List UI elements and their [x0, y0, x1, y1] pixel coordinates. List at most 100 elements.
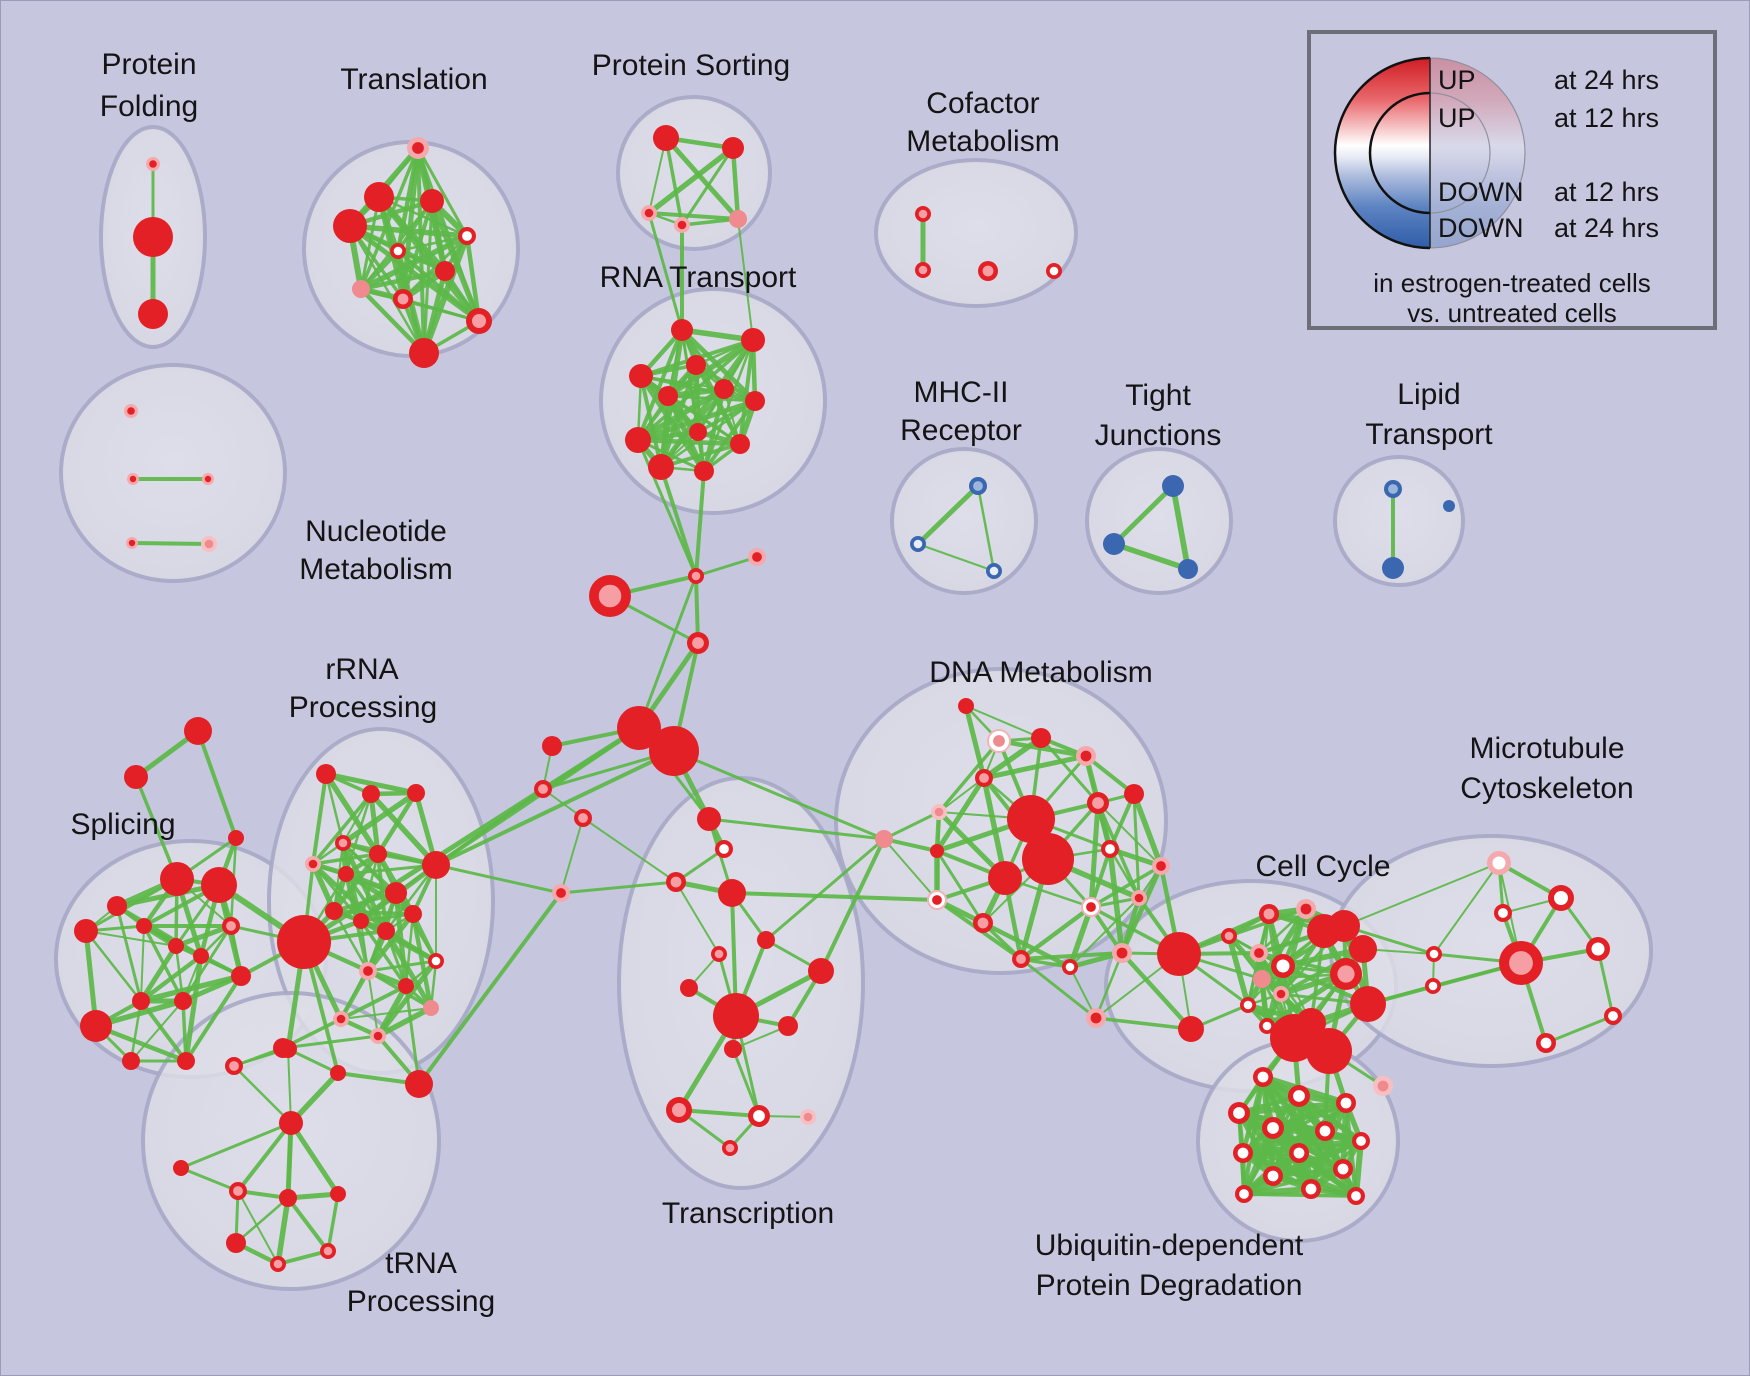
- network-node[interactable]: [1031, 728, 1051, 748]
- network-node[interactable]: [958, 698, 974, 714]
- network-edge: [635, 386, 727, 443]
- network-node[interactable]: [671, 319, 693, 341]
- network-node[interactable]: [694, 461, 714, 481]
- network-node[interactable]: [132, 992, 150, 1010]
- network-node[interactable]: [1178, 559, 1198, 579]
- network-node[interactable]: [423, 1000, 439, 1016]
- network-node[interactable]: [330, 1065, 346, 1081]
- network-node[interactable]: [1022, 833, 1074, 885]
- network-node[interactable]: [136, 918, 152, 934]
- network-node[interactable]: [174, 992, 192, 1010]
- network-node[interactable]: [680, 979, 698, 997]
- network-edge: [938, 777, 985, 813]
- network-node[interactable]: [1124, 784, 1144, 804]
- network-node[interactable]: [231, 966, 251, 986]
- network-node[interactable]: [1253, 970, 1271, 988]
- network-node[interactable]: [279, 1040, 297, 1058]
- network-node[interactable]: [1178, 1016, 1204, 1042]
- network-node[interactable]: [124, 765, 148, 789]
- network-node[interactable]: [133, 217, 173, 257]
- network-node[interactable]: [377, 922, 395, 940]
- network-node[interactable]: [409, 338, 439, 368]
- network-node[interactable]: [729, 210, 747, 228]
- network-node[interactable]: [333, 209, 367, 243]
- network-node[interactable]: [226, 1233, 246, 1253]
- network-node[interactable]: [778, 1016, 798, 1036]
- network-edge: [707, 817, 886, 841]
- network-node[interactable]: [338, 866, 354, 882]
- network-node[interactable]: [74, 919, 98, 943]
- network-node[interactable]: [398, 978, 414, 994]
- network-node[interactable]: [1162, 475, 1184, 497]
- network-node[interactable]: [407, 784, 425, 802]
- network-node[interactable]: [653, 125, 679, 151]
- network-node[interactable]: [325, 902, 343, 920]
- network-node[interactable]: [697, 807, 721, 831]
- network-node[interactable]: [330, 1186, 346, 1202]
- network-node[interactable]: [201, 867, 237, 903]
- network-node[interactable]: [658, 386, 678, 406]
- network-node[interactable]: [385, 882, 407, 904]
- network-node[interactable]: [1349, 935, 1377, 963]
- network-node[interactable]: [629, 364, 653, 388]
- network-node[interactable]: [405, 1070, 433, 1098]
- network-node[interactable]: [1306, 1028, 1352, 1074]
- network-node[interactable]: [352, 280, 370, 298]
- network-node[interactable]: [364, 182, 394, 212]
- network-node[interactable]: [686, 355, 706, 375]
- network-node[interactable]: [648, 454, 674, 480]
- network-node-core: [644, 208, 654, 218]
- network-node[interactable]: [168, 938, 184, 954]
- network-node[interactable]: [745, 391, 765, 411]
- network-node[interactable]: [316, 764, 336, 784]
- network-node[interactable]: [930, 844, 944, 858]
- cluster-label-trna-processing: tRNA: [385, 1247, 457, 1280]
- network-node[interactable]: [277, 915, 331, 969]
- network-node[interactable]: [730, 434, 750, 454]
- network-node[interactable]: [138, 299, 168, 329]
- network-node[interactable]: [713, 993, 759, 1039]
- network-node[interactable]: [369, 845, 387, 863]
- network-node[interactable]: [193, 948, 209, 964]
- network-node[interactable]: [1270, 1014, 1318, 1062]
- network-node[interactable]: [741, 328, 765, 352]
- network-node[interactable]: [435, 261, 455, 281]
- network-node[interactable]: [107, 896, 127, 916]
- network-node[interactable]: [362, 785, 380, 803]
- network-node[interactable]: [422, 851, 450, 879]
- network-node[interactable]: [757, 931, 775, 949]
- network-node[interactable]: [718, 879, 746, 907]
- network-node[interactable]: [625, 427, 651, 453]
- network-node[interactable]: [988, 861, 1022, 895]
- network-node[interactable]: [714, 379, 734, 399]
- network-node[interactable]: [1443, 500, 1455, 512]
- network-node[interactable]: [875, 830, 893, 848]
- network-node[interactable]: [649, 726, 699, 776]
- network-node[interactable]: [1157, 932, 1201, 976]
- network-node[interactable]: [353, 913, 369, 929]
- network-node[interactable]: [177, 1052, 195, 1070]
- network-node-core: [1356, 1136, 1366, 1146]
- network-node[interactable]: [1103, 533, 1125, 555]
- network-node[interactable]: [228, 830, 244, 846]
- network-node[interactable]: [808, 958, 834, 984]
- network-node[interactable]: [420, 189, 444, 213]
- network-node[interactable]: [722, 137, 744, 159]
- network-node[interactable]: [1328, 910, 1360, 942]
- network-node[interactable]: [80, 1010, 112, 1042]
- network-node[interactable]: [617, 706, 661, 750]
- network-node[interactable]: [404, 905, 422, 923]
- network-node[interactable]: [1382, 557, 1404, 579]
- network-node[interactable]: [689, 423, 707, 441]
- network-node[interactable]: [724, 1040, 742, 1058]
- network-node[interactable]: [160, 862, 194, 896]
- network-node[interactable]: [122, 1052, 140, 1070]
- network-node[interactable]: [279, 1189, 297, 1207]
- network-edge: [731, 1047, 761, 1118]
- network-node[interactable]: [173, 1160, 189, 1176]
- network-node[interactable]: [279, 1111, 303, 1135]
- network-node[interactable]: [184, 717, 212, 745]
- network-node[interactable]: [542, 736, 562, 756]
- network-node[interactable]: [1007, 795, 1055, 843]
- network-node[interactable]: [1350, 986, 1386, 1022]
